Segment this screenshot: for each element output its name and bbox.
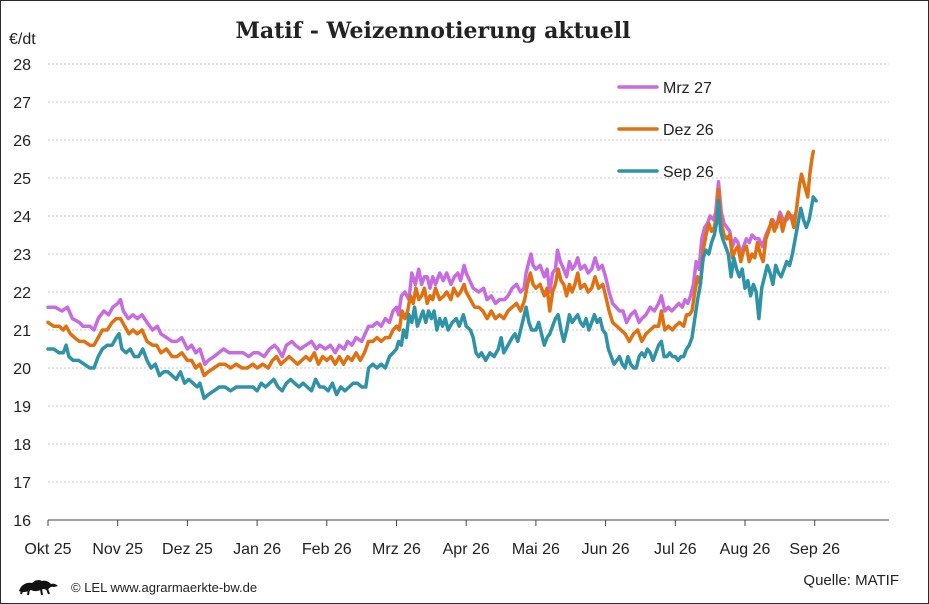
y-tick-label: 17 (13, 475, 31, 492)
legend: Mrz 27 Dez 26 Sep 26 (617, 80, 714, 181)
x-tick-label: Mai 26 (512, 541, 560, 558)
footer-credit: © LEL www.agrarmaerkte-bw.de (71, 580, 257, 595)
footer-source: Quelle: MATIF (803, 572, 899, 589)
y-tick-label: 28 (13, 57, 31, 74)
legend-label: Sep 26 (663, 164, 714, 181)
y-tick-label: 22 (13, 285, 31, 302)
y-tick-label: 27 (13, 95, 31, 112)
series-layer (46, 149, 818, 401)
y-tick-label: 16 (13, 513, 31, 530)
lion-icon (19, 579, 58, 596)
y-tick-label: 19 (13, 399, 31, 416)
x-tick-label: Apr 26 (443, 541, 490, 558)
y-tick-label: 21 (13, 323, 31, 340)
y-tick-label: 25 (13, 171, 31, 188)
x-tick-label: Okt 25 (24, 541, 71, 558)
x-tick-label: Dez 25 (162, 541, 213, 558)
x-tick-label: Sep 26 (789, 541, 840, 558)
series-line-3 (46, 195, 818, 401)
y-tick-label: 23 (13, 247, 31, 264)
legend-label: Dez 26 (663, 122, 714, 139)
legend-label: Mrz 27 (663, 80, 712, 97)
series-line-1 (46, 180, 796, 366)
x-tick-label: Feb 26 (302, 541, 352, 558)
x-tick-label: Jul 26 (654, 541, 697, 558)
x-tick-label: Nov 25 (92, 541, 143, 558)
axis-layer: 16 17 18 19 20 21 22 23 24 25 26 27 28 Okt 25 Nov 25 De… (13, 57, 889, 558)
y-tick-label: 18 (13, 437, 31, 454)
y-tick-label: 24 (13, 209, 31, 226)
x-tick-label: Jun 26 (582, 541, 630, 558)
y-axis-unit: €/dt (9, 31, 36, 48)
chart-title: Matif - Weizennotierung aktuell (236, 18, 631, 44)
x-tick-label: Jan 26 (233, 541, 281, 558)
y-tick-label: 20 (13, 361, 31, 378)
y-tick-label: 26 (13, 133, 31, 150)
grid-layer (48, 63, 889, 483)
x-tick-label: Aug 26 (720, 541, 771, 558)
x-tick-label: Mrz 26 (372, 541, 421, 558)
